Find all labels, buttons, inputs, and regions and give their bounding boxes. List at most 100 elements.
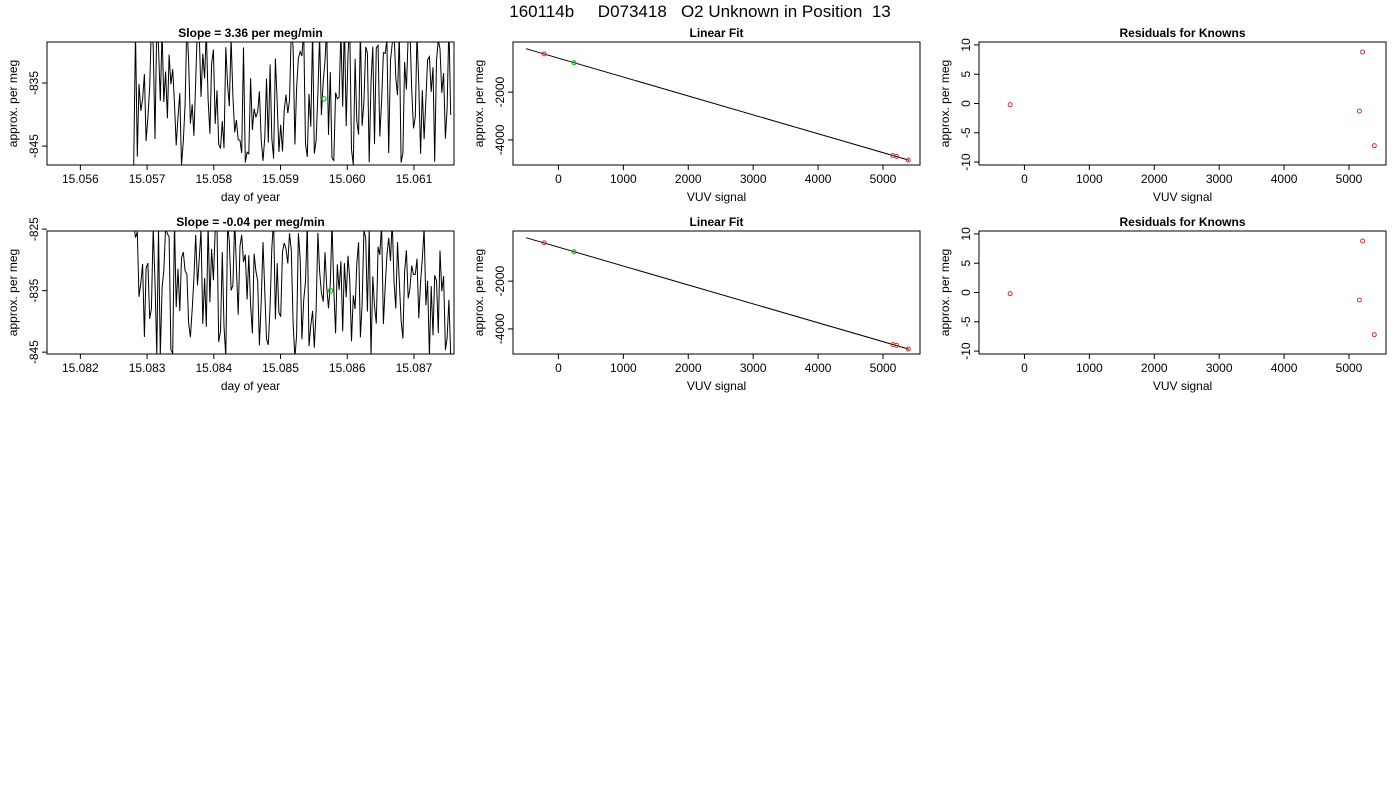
plot-frame [978,41,1387,166]
timeseries-chart-bottom: Slope = -0.04 per meg/min 15.082 15.083 15.… [0,213,466,393]
x-tick-label: 3000 [740,361,767,375]
plot-frame [512,230,921,355]
y-tick-label: -845 [27,340,41,364]
y-tick-label: -835 [27,71,41,95]
x-tick-label: 15.057 [129,172,166,186]
x-axis-label: day of year [221,379,280,393]
y-tick-label: -10 [959,342,973,360]
chart-title: Residuals for Knowns [1119,215,1245,229]
y-axis-label: approx. per meg [6,249,20,336]
y-tick-label: -10 [959,153,973,171]
x-tick-label: 5000 [1336,172,1363,186]
data-point [1007,291,1013,297]
y-tick-label: 5 [959,71,973,78]
fit-line [525,237,910,350]
page-title: 160114b D073418 O2 Unknown in Position 1… [509,2,891,21]
x-tick-label: 4000 [1271,172,1298,186]
x-tick-label: 3000 [1206,172,1233,186]
x-tick-label: 15.056 [62,172,99,186]
x-tick-label: 1000 [1076,172,1103,186]
plot-frame [46,230,455,355]
x-tick-label: 2000 [1141,361,1168,375]
x-tick-label: 15.082 [62,361,99,375]
x-tick-label: 4000 [805,172,832,186]
x-tick-label: 15.058 [195,172,232,186]
timeseries-chart-top: Slope = 3.36 per meg/min 15.056 15.057 15.0… [0,24,466,204]
x-tick-label: 0 [555,172,562,186]
y-tick-label: 5 [959,260,973,267]
y-axis-label: approx. per meg [472,60,486,147]
plot-area [525,48,911,163]
x-tick-label: 15.060 [329,172,366,186]
x-tick-label: 0 [1021,172,1028,186]
residuals-chart-bottom: Residuals for Knowns 0 1000 2000 3000 4000 500… [932,213,1398,393]
chart-title: Linear Fit [689,26,743,40]
plot-frame [512,41,921,166]
y-tick-label: -2000 [493,76,507,107]
x-tick-label: 2000 [675,361,702,375]
plot-area [133,42,452,165]
x-tick-label: 15.086 [329,361,366,375]
x-tick-label: 1000 [610,361,637,375]
plot-frame [978,230,1387,355]
y-tick-label: -835 [27,278,41,302]
x-tick-label: 5000 [870,172,897,186]
unknown-point [571,60,577,66]
residuals-chart-top: Residuals for Knowns 0 1000 2000 3000 4000 500… [932,24,1398,204]
x-tick-label: 3000 [740,172,767,186]
x-tick-label: 5000 [870,361,897,375]
data-point [1371,332,1377,338]
series-line [134,231,452,354]
data-point [541,240,547,246]
data-point [905,346,911,352]
chart-title: Slope = -0.04 per meg/min [176,215,324,229]
x-tick-label: 4000 [805,361,832,375]
x-axis-label: VUV signal [687,379,746,393]
y-axis-label: approx. per meg [938,249,952,336]
data-point [1371,143,1377,149]
x-axis-label: VUV signal [1153,379,1212,393]
x-tick-label: 1000 [1076,361,1103,375]
y-tick-label: -4000 [493,313,507,344]
x-tick-label: 15.084 [195,361,232,375]
y-tick-label: 0 [959,289,973,296]
y-tick-label: 10 [959,227,973,241]
data-point [905,157,911,163]
y-tick-label: -845 [27,134,41,158]
x-tick-label: 2000 [675,172,702,186]
x-tick-label: 4000 [1271,361,1298,375]
y-tick-label: -825 [27,217,41,241]
data-point [1360,238,1366,244]
x-tick-label: 1000 [610,172,637,186]
chart-title: Linear Fit [689,215,743,229]
y-tick-label: -5 [959,316,973,327]
linear-fit-chart-bottom: Linear Fit 0 1000 2000 3000 4000 5000 -2000 -400… [466,213,932,393]
x-axis-label: day of year [221,190,280,204]
data-point [1356,297,1362,303]
y-tick-label: -2000 [493,265,507,296]
plot-area [1007,49,1377,149]
plot-area [1007,238,1377,338]
data-point [1360,49,1366,55]
x-tick-label: 15.083 [129,361,166,375]
x-tick-label: 15.061 [396,172,433,186]
y-tick-label: -4000 [493,124,507,155]
plot-area [525,237,911,352]
series-line [133,42,452,165]
y-tick-label: -5 [959,127,973,138]
x-tick-label: 0 [555,361,562,375]
data-point [1007,102,1013,108]
x-tick-label: 15.059 [262,172,299,186]
fit-line [525,48,910,161]
unknown-point [571,249,577,255]
unknown-point [327,287,334,294]
x-tick-label: 5000 [1336,361,1363,375]
y-tick-label: 10 [959,38,973,52]
chart-title: Residuals for Knowns [1119,26,1245,40]
chart-title: Slope = 3.36 per meg/min [178,26,322,40]
plot-frame [46,41,455,166]
y-tick-label: 0 [959,100,973,107]
x-tick-label: 2000 [1141,172,1168,186]
y-axis-label: approx. per meg [472,249,486,336]
data-point [894,153,900,159]
